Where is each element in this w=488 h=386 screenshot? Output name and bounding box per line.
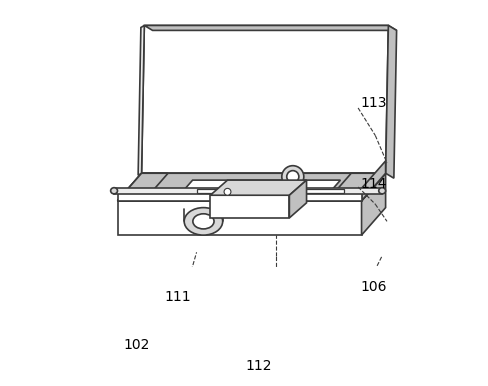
- Circle shape: [224, 188, 231, 195]
- Circle shape: [282, 166, 304, 188]
- Polygon shape: [118, 173, 386, 201]
- Circle shape: [287, 171, 299, 183]
- Text: 102: 102: [123, 338, 150, 352]
- Text: 106: 106: [360, 280, 386, 294]
- Polygon shape: [362, 161, 386, 201]
- Polygon shape: [362, 173, 386, 235]
- Polygon shape: [210, 195, 289, 218]
- Polygon shape: [362, 173, 386, 201]
- Polygon shape: [118, 173, 386, 201]
- Polygon shape: [144, 25, 397, 30]
- Polygon shape: [303, 188, 382, 194]
- Polygon shape: [327, 173, 386, 201]
- Ellipse shape: [111, 188, 118, 194]
- Ellipse shape: [193, 214, 214, 229]
- Text: 111: 111: [164, 290, 191, 304]
- Polygon shape: [386, 25, 397, 178]
- Polygon shape: [118, 190, 362, 201]
- Polygon shape: [142, 25, 388, 173]
- Text: 113: 113: [360, 96, 386, 110]
- Polygon shape: [289, 180, 306, 218]
- Polygon shape: [210, 180, 306, 195]
- Ellipse shape: [184, 208, 223, 235]
- Polygon shape: [114, 188, 241, 194]
- Polygon shape: [118, 173, 168, 201]
- Polygon shape: [180, 180, 341, 195]
- Polygon shape: [138, 25, 144, 175]
- Text: 112: 112: [245, 359, 272, 373]
- Polygon shape: [118, 201, 362, 235]
- Ellipse shape: [379, 188, 386, 194]
- Text: 114: 114: [360, 176, 386, 191]
- Polygon shape: [197, 189, 345, 193]
